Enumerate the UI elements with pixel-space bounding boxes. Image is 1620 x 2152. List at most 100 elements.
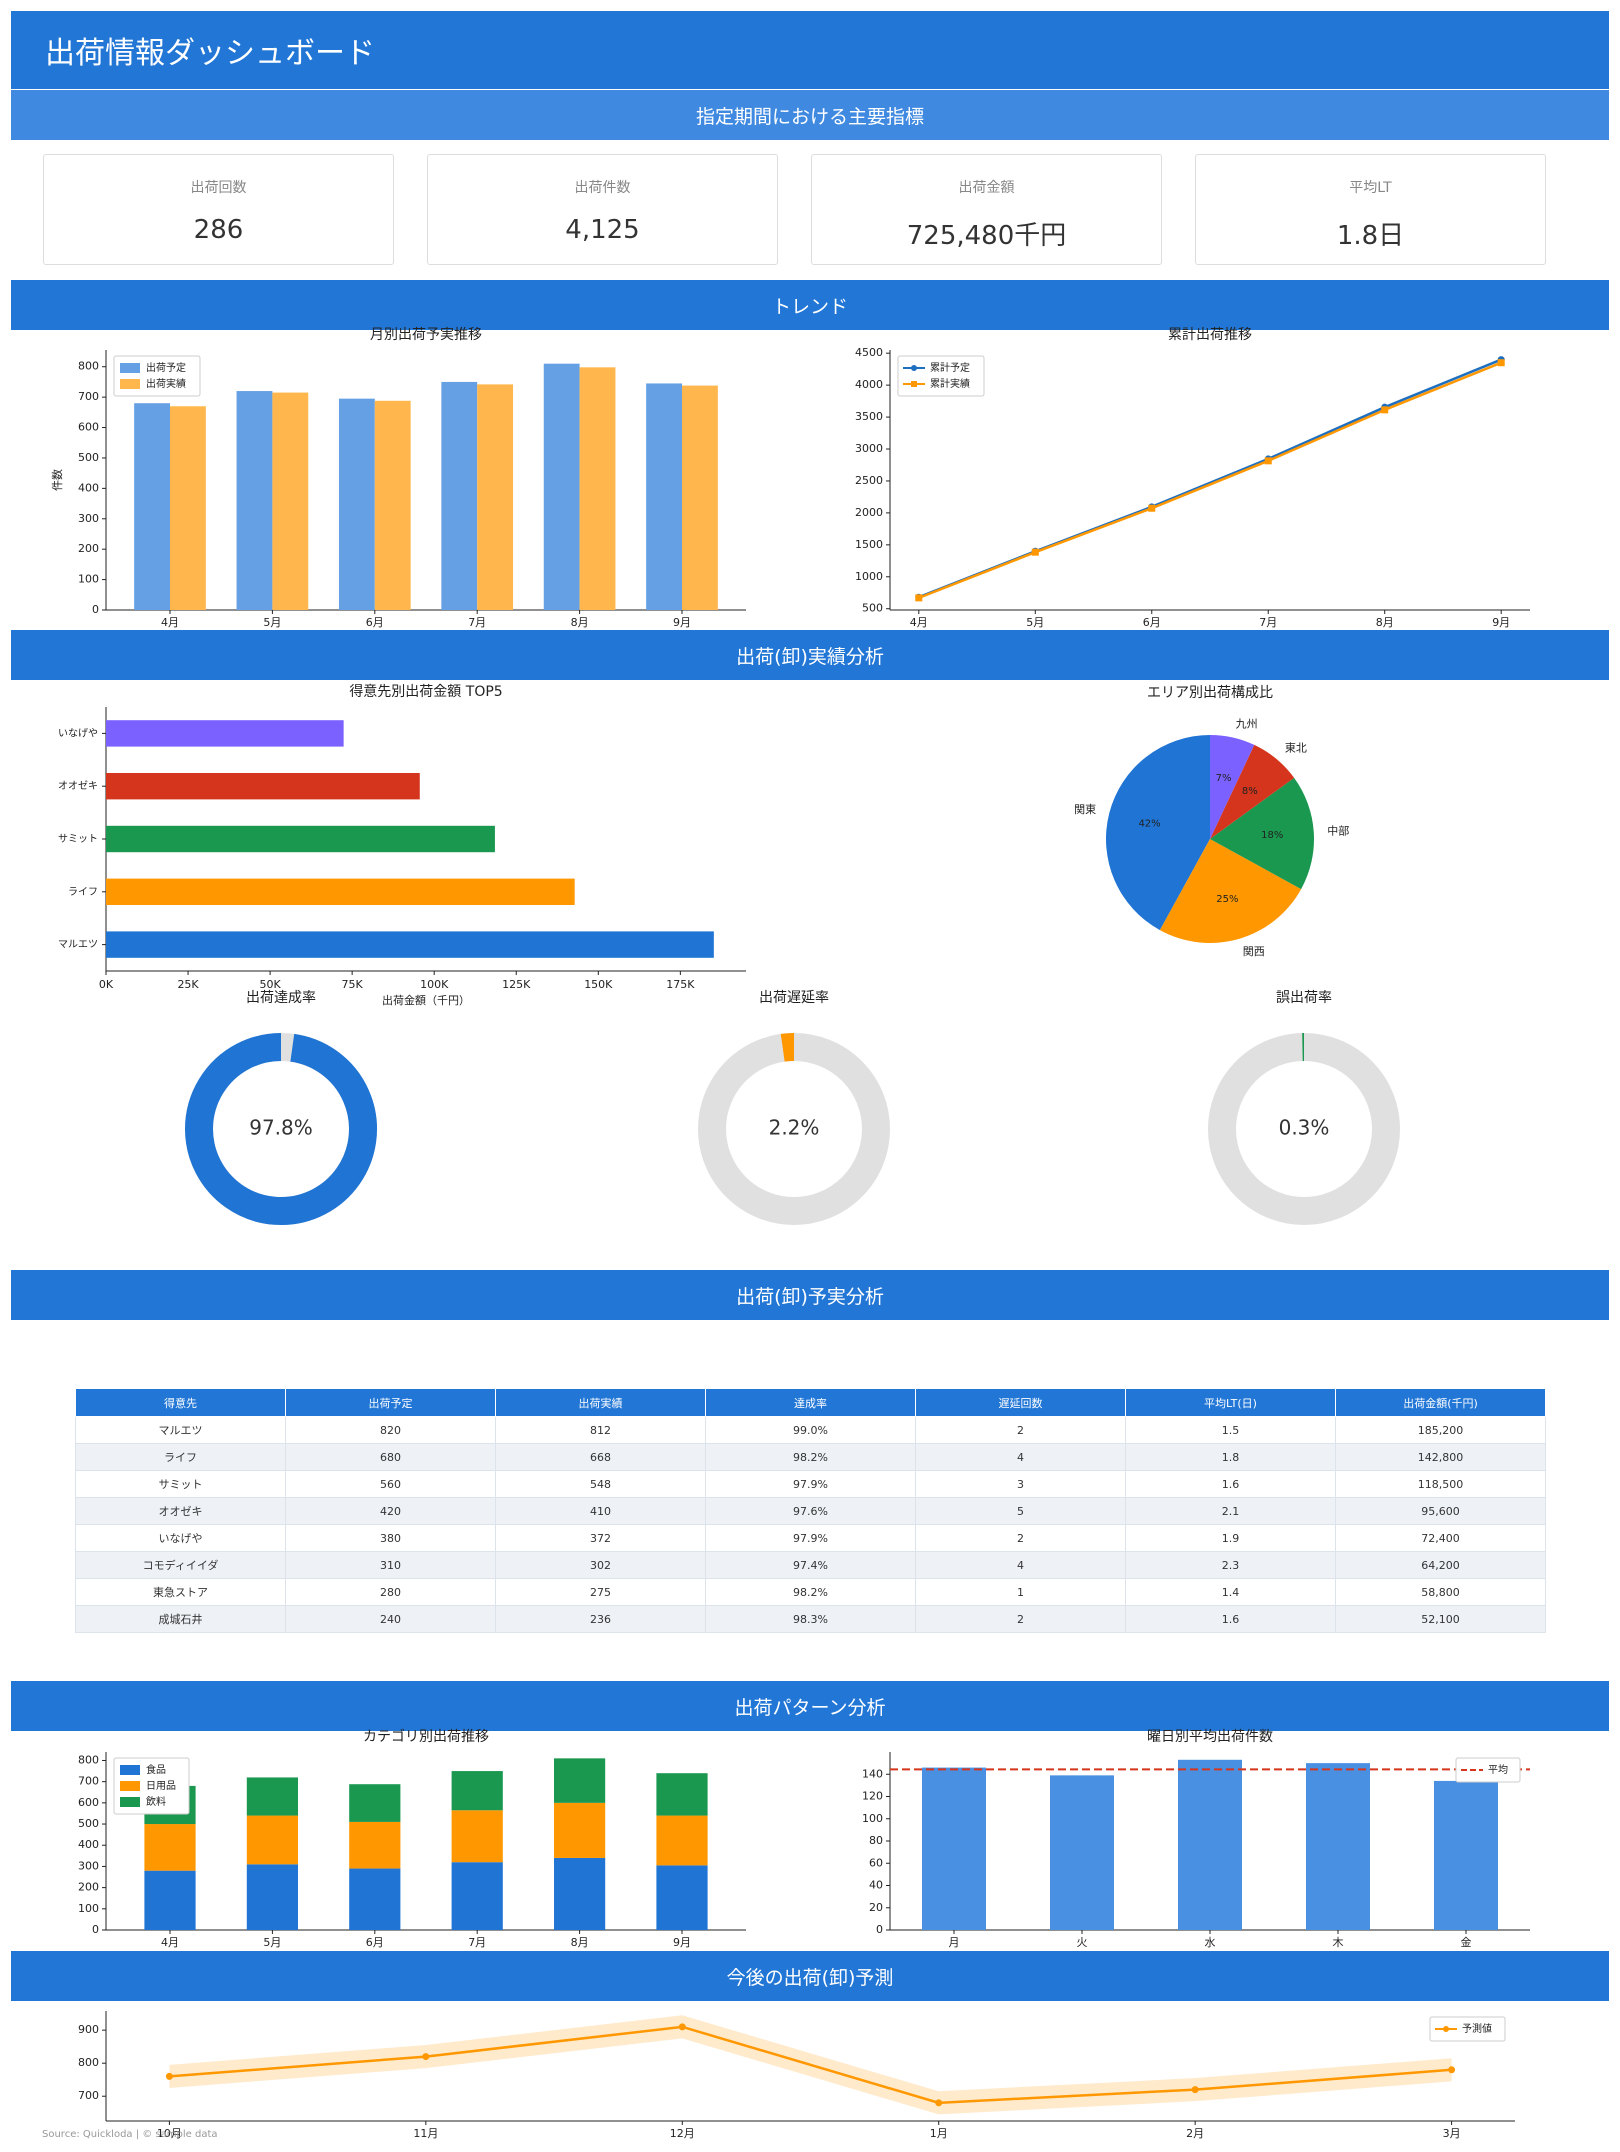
x-tick-label: 9月: [1492, 616, 1510, 629]
chart-title: 曜日別平均出荷件数: [1147, 1729, 1273, 1745]
y-tick-label: 4500: [855, 346, 883, 359]
bar-segment: [554, 1802, 606, 1858]
bar: [170, 406, 206, 610]
slice-value-label: 18%: [1261, 830, 1283, 841]
y-tick-label: 20: [869, 1901, 883, 1914]
donut-center-label: 0.3%: [1279, 1116, 1330, 1140]
y-tick-label: 800: [78, 1753, 99, 1766]
bar-segment: [656, 1815, 708, 1866]
bar-segment: [349, 1821, 401, 1869]
y-tick-label: 0: [876, 1923, 883, 1936]
table-row: 東急ストア 280 275 98.2% 1 1.4 58,800: [75, 1578, 1546, 1606]
x-tick-label: 木: [1333, 1936, 1344, 1949]
table-cell: 52,100: [1335, 1605, 1546, 1633]
pie-slice: [1210, 744, 1295, 839]
bar: [272, 392, 309, 610]
legend-marker: [911, 365, 917, 371]
marker: [1448, 2066, 1456, 2074]
x-tick-label: 5月: [1026, 616, 1044, 629]
kpi-card: 平均LT 1.8日: [1195, 154, 1546, 265]
slice-label: 中部: [1327, 825, 1349, 838]
y-tick-label: 4000: [855, 378, 883, 391]
x-tick-label: 7月: [468, 1936, 486, 1949]
x-tick-label: 2月: [1186, 2127, 1204, 2140]
table-cell: 275: [495, 1578, 706, 1606]
table-cell: 142,800: [1335, 1443, 1546, 1471]
slice-label: 九州: [1236, 717, 1258, 730]
x-tick-label: 12月: [670, 2127, 695, 2140]
marker: [1264, 457, 1272, 465]
y-tick-label: 40: [869, 1879, 883, 1892]
y-tick-label: 140: [862, 1767, 883, 1780]
marker: [935, 2099, 943, 2107]
x-axis-label: 出荷金額（千円）: [382, 993, 470, 1007]
kpi-label: 平均LT: [1349, 180, 1392, 196]
y-tick-label: 900: [78, 2023, 99, 2036]
bar: [106, 773, 420, 800]
kpi-card: 出荷回数 286: [43, 154, 394, 265]
bar-segment: [349, 1868, 401, 1930]
bar-segment: [144, 1870, 196, 1930]
y-tick-label: いなげや: [58, 727, 98, 739]
marker: [678, 2023, 686, 2031]
table-row: いなげや 380 372 97.9% 2 1.9 72,400: [75, 1524, 1546, 1552]
x-tick-label: 8月: [571, 1936, 589, 1949]
bar: [646, 383, 682, 610]
y-tick-label: 700: [78, 390, 99, 403]
x-tick-label: 0K: [99, 978, 114, 991]
table-cell: 2: [915, 1524, 1126, 1552]
x-tick-label: 4月: [161, 616, 179, 629]
section-title: 出荷(卸)予実分析: [11, 1270, 1609, 1320]
x-tick-label: 9月: [673, 616, 691, 629]
table-cell: いなげや: [75, 1524, 286, 1552]
legend-label: 累計予定: [930, 362, 970, 374]
slice-value-label: 7%: [1216, 773, 1232, 784]
data-table: 得意先 出荷予定 出荷実績 達成率 遅延回数 平均LT(日) 出荷金額(千円) マルエツ 820…: [75, 1388, 1546, 1633]
section-title: 今後の出荷(卸)予測: [11, 1951, 1609, 2001]
legend-box: [1429, 2016, 1506, 2042]
y-axis-label: 件数: [51, 469, 64, 491]
y-tick-label: 2000: [855, 506, 883, 519]
section-title: トレンド: [11, 280, 1609, 330]
bar-segment: [554, 1857, 606, 1930]
chart-title: 月別出荷予実推移: [370, 327, 482, 343]
y-tick-label: 500: [78, 1817, 99, 1830]
table-cell: 2: [915, 1605, 1126, 1633]
table-row: ライフ 680 668 98.2% 4 1.8 142,800: [75, 1443, 1546, 1471]
x-tick-label: 8月: [1376, 616, 1394, 629]
x-tick-label: 8月: [571, 616, 589, 629]
table-cell: 310: [285, 1551, 496, 1579]
pie-slice: [1210, 777, 1314, 890]
x-tick-label: 7月: [468, 616, 486, 629]
x-tick-label: 10月: [157, 2127, 182, 2140]
kpi-card: 出荷件数 4,125: [427, 154, 778, 265]
legend-marker: [911, 381, 917, 387]
chart-title: 得意先別出荷金額 TOP5: [349, 683, 502, 700]
x-tick-label: 6月: [366, 616, 384, 629]
y-tick-label: 3000: [855, 442, 883, 455]
donut-arc: [185, 1033, 377, 1225]
y-tick-label: ライフ: [68, 886, 98, 898]
table-cell: 240: [285, 1605, 496, 1633]
legend-swatch: [120, 1765, 140, 1775]
table-cell: 成城石井: [75, 1605, 286, 1633]
donut-arc: [780, 1032, 795, 1062]
legend-label: 予測値: [1462, 2022, 1492, 2035]
kpi-value: 4,125: [565, 215, 640, 245]
kpi-label: 出荷金額: [958, 180, 1015, 196]
kpi-value: 286: [193, 215, 244, 245]
line: [918, 358, 1502, 599]
bar-segment: [246, 1815, 298, 1865]
bar: [236, 391, 273, 610]
legend-swatch: [120, 1781, 140, 1791]
bar: [374, 400, 411, 610]
bar-segment: [451, 1862, 503, 1930]
line: [169, 2025, 1452, 2105]
table-cell: 1.6: [1125, 1605, 1336, 1633]
table-row: 成城石井 240 236 98.3% 2 1.6 52,100: [75, 1605, 1546, 1633]
bar-segment: [246, 1864, 298, 1930]
bar: [338, 398, 375, 610]
kpi-label: 出荷回数: [190, 180, 247, 196]
x-tick-label: 3月: [1443, 2127, 1461, 2140]
section-title: 出荷パターン分析: [11, 1681, 1609, 1731]
